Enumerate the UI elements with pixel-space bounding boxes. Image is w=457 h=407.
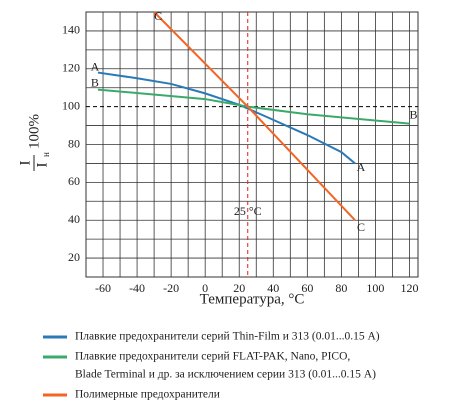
legend-label: Плавкие предохранители серий FLAT-PAK, N… bbox=[75, 351, 350, 363]
legend-label: Полимерные предохранители bbox=[75, 389, 220, 401]
y-label-suffix: 100% bbox=[26, 114, 42, 149]
y-label-denominator: I bbox=[34, 163, 50, 168]
series-line bbox=[153, 11, 356, 221]
y-tick-label: 20 bbox=[68, 250, 80, 264]
y-tick-label: 100 bbox=[62, 98, 80, 112]
x-tick-label: 120 bbox=[400, 281, 418, 295]
x-tick-label: -20 bbox=[163, 281, 179, 295]
y-tick-label: 80 bbox=[68, 136, 80, 150]
y-tick-label: 140 bbox=[62, 23, 80, 37]
y-axis-label: I I н 100% bbox=[17, 114, 51, 171]
x-axis-label: Температура, °C bbox=[200, 291, 305, 307]
series-label: B bbox=[409, 107, 417, 121]
series-label: A bbox=[91, 59, 100, 73]
x-tick-label: 60 bbox=[301, 281, 313, 295]
y-tick-label: 120 bbox=[62, 61, 80, 75]
annotation: 25 °C bbox=[234, 204, 262, 218]
plot-border bbox=[85, 11, 419, 278]
x-tick-label: 0 bbox=[202, 281, 208, 295]
y-label-subscript: н bbox=[41, 152, 51, 157]
legend-label: Blade Terminal и др. за исключением сери… bbox=[75, 369, 376, 381]
x-tick-label: 40 bbox=[267, 281, 279, 295]
legend-label: Плавкие предохранители серий Thin-Film и… bbox=[75, 331, 380, 343]
series-label: B bbox=[91, 75, 99, 89]
x-tick-label: 80 bbox=[335, 281, 347, 295]
series-label: A bbox=[357, 160, 366, 174]
x-tick-label: -60 bbox=[95, 281, 111, 295]
x-tick-label: 100 bbox=[366, 281, 384, 295]
y-tick-label: 60 bbox=[68, 174, 80, 188]
series-label: C bbox=[357, 220, 365, 234]
x-tick-label: 20 bbox=[233, 281, 245, 295]
y-tick-label: 40 bbox=[68, 212, 80, 226]
series-label: C bbox=[154, 9, 162, 23]
y-label-numerator: I bbox=[17, 161, 33, 166]
x-tick-label: -40 bbox=[129, 281, 145, 295]
